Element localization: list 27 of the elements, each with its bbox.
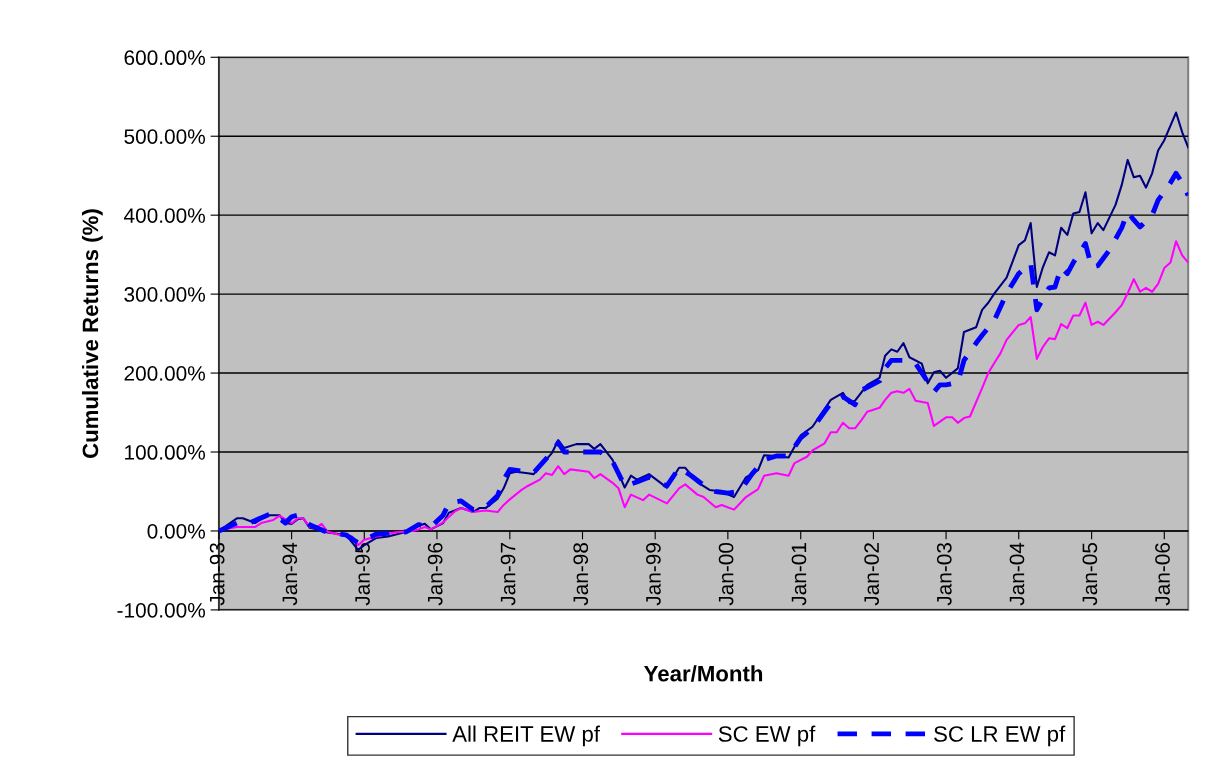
x-tick-label: Jan-97 xyxy=(500,543,516,606)
x-tick-label: Jan-94 xyxy=(282,542,298,606)
x-tick-label: Jan-95 xyxy=(355,542,370,606)
x-tick-label: Jan-93 xyxy=(209,542,225,606)
y-tick-label: 100.00% xyxy=(125,445,206,460)
legend-label: All REIT EW pf xyxy=(452,725,601,747)
x-tick-label: Jan-02 xyxy=(864,543,879,606)
y-tick-label: 400.00% xyxy=(123,208,206,223)
x-tick-label: Jan-98 xyxy=(573,542,589,606)
y-tick-label: 600.00% xyxy=(124,50,206,66)
x-tick-label: Jan-01 xyxy=(791,543,807,606)
y-tick-label: 300.00% xyxy=(124,287,206,302)
y-tick-label: 0.00% xyxy=(147,523,206,539)
y-tick-label: -100.00% xyxy=(117,602,206,618)
x-axis-title: Year/Month xyxy=(644,665,763,682)
y-tick-label: 200.00% xyxy=(124,366,206,381)
x-tick-label: Jan-99 xyxy=(646,543,661,606)
x-tick-label: Jan-04 xyxy=(1009,542,1025,606)
x-tick-label: Jan-03 xyxy=(936,542,952,606)
y-tick-label: 500.00% xyxy=(124,129,206,144)
x-tick-label: Jan-05 xyxy=(1082,542,1098,606)
x-tick-label: Jan-06 xyxy=(1155,542,1170,606)
x-tick-label: Jan-00 xyxy=(718,542,734,606)
x-tick-label: Jan-96 xyxy=(427,542,443,606)
legend-label: SC EW pf xyxy=(718,725,816,747)
y-axis-title: Cumulative Returns (%) xyxy=(81,209,103,458)
legend-label: SC LR EW pf xyxy=(934,725,1066,747)
